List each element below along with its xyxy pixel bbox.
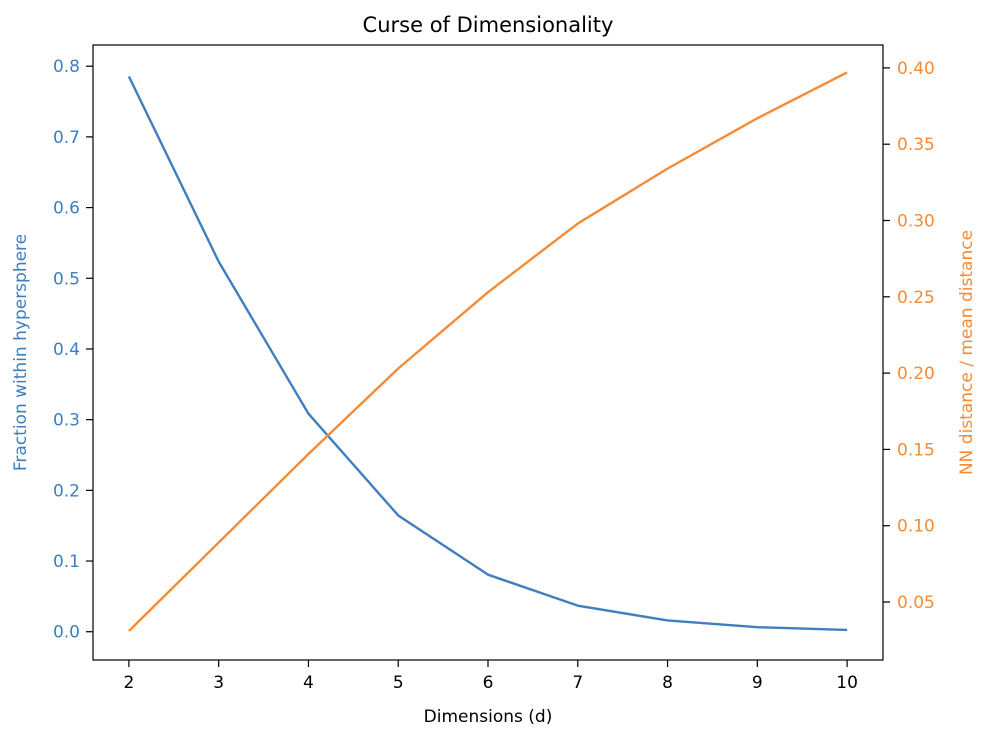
right-y-axis-ticks: 0.05 0.10 0.15 0.20 0.25 0.30 0.35 0.40 xyxy=(883,59,935,613)
left-y-tick-label: 0.5 xyxy=(53,269,80,289)
x-tick-label: 10 xyxy=(836,673,858,693)
left-y-tick-label: 0.8 xyxy=(53,57,80,77)
x-tick-label: 5 xyxy=(393,673,404,693)
x-tick-label: 9 xyxy=(752,673,763,693)
x-axis-label: Dimensions (d) xyxy=(424,707,553,727)
series-line-nn-distance xyxy=(128,71,848,632)
right-y-tick-label: 0.25 xyxy=(897,288,935,308)
left-y-tick-label: 0.7 xyxy=(53,128,80,148)
left-y-tick-label: 0.6 xyxy=(53,199,80,219)
x-tick-label: 3 xyxy=(213,673,224,693)
left-y-tick-label: 0.0 xyxy=(53,623,80,643)
x-tick-label: 8 xyxy=(662,673,673,693)
right-y-axis-label: NN distance / mean distance xyxy=(957,230,977,475)
right-y-tick-label: 0.20 xyxy=(897,364,935,384)
plot-frame xyxy=(92,44,884,661)
left-y-tick-label: 0.4 xyxy=(53,340,80,360)
right-y-tick-label: 0.35 xyxy=(897,135,935,155)
x-tick-label: 6 xyxy=(483,673,494,693)
right-y-tick-label: 0.40 xyxy=(897,59,935,79)
left-y-axis-ticks: 0.0 0.1 0.2 0.3 0.4 0.5 0.6 0.7 0.8 xyxy=(53,57,93,643)
left-y-axis-label: Fraction within hypersphere xyxy=(11,234,31,471)
right-y-tick-label: 0.10 xyxy=(897,517,935,537)
x-tick-label: 7 xyxy=(572,673,583,693)
left-y-tick-label: 0.2 xyxy=(53,481,80,501)
chart-title: Curse of Dimensionality xyxy=(363,13,614,37)
plot-lines xyxy=(127,71,848,632)
x-tick-label: 4 xyxy=(303,673,314,693)
x-tick-label: 2 xyxy=(123,673,134,693)
x-axis-ticks: 2 3 4 5 6 7 8 9 10 xyxy=(123,660,858,693)
left-y-tick-label: 0.1 xyxy=(53,552,80,572)
right-y-tick-label: 0.05 xyxy=(897,593,935,613)
left-y-tick-label: 0.3 xyxy=(53,411,80,431)
right-y-tick-label: 0.30 xyxy=(897,211,935,231)
right-y-tick-label: 0.15 xyxy=(897,440,935,460)
series-line-fraction xyxy=(127,76,848,632)
